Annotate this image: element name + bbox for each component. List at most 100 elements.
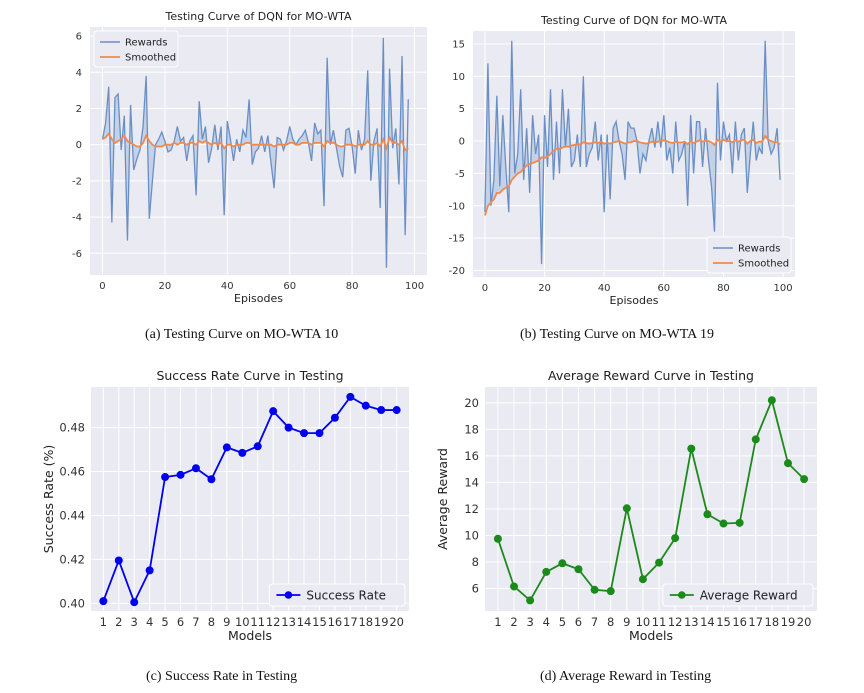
- rewards-point: [487, 63, 488, 64]
- smoothed-point: [553, 150, 554, 151]
- success-rate-point: [207, 475, 216, 484]
- success-rate-point: [130, 598, 139, 607]
- rewards-point: [720, 160, 721, 161]
- x-tick-label: 13: [684, 615, 699, 629]
- smoothed-point: [314, 142, 315, 143]
- rewards-point: [280, 139, 281, 140]
- x-tick-label: 1: [494, 615, 501, 629]
- rewards-point: [105, 122, 106, 123]
- rewards-point: [738, 160, 739, 161]
- rewards-point: [217, 150, 218, 151]
- smoothed-point: [669, 142, 670, 143]
- rewards-point: [246, 137, 247, 138]
- rewards-point: [136, 159, 137, 160]
- y-tick-label: 16: [464, 449, 479, 463]
- rewards-point: [702, 166, 703, 167]
- rewards-point: [311, 160, 312, 161]
- rewards-point: [532, 115, 533, 116]
- smoothed-point: [613, 142, 614, 143]
- rewards-point: [657, 121, 658, 122]
- smoothed-point: [186, 144, 187, 145]
- rewards-point: [124, 115, 125, 116]
- rewards-point: [264, 151, 265, 152]
- smoothed-point: [392, 142, 393, 143]
- rewards-point: [183, 137, 184, 138]
- rewards-point: [780, 179, 781, 180]
- smoothed-point: [648, 142, 649, 143]
- rewards-point: [161, 131, 162, 132]
- x-tick-label: 15: [312, 615, 327, 629]
- chart-title: Testing Curve of DQN for MO-WTA: [540, 14, 727, 27]
- rewards-point: [607, 134, 608, 135]
- x-tick-label: 2: [510, 615, 517, 629]
- smoothed-point: [108, 133, 109, 134]
- rewards-point: [402, 55, 403, 56]
- rewards-point: [622, 154, 623, 155]
- smoothed-point: [583, 142, 584, 143]
- x-tick-label: 20: [797, 615, 812, 629]
- rewards-point: [595, 121, 596, 122]
- smoothed-point: [333, 142, 334, 143]
- rewards-point: [505, 166, 506, 167]
- rewards-point: [236, 139, 237, 140]
- rewards-point: [681, 154, 682, 155]
- y-tick-label: -15: [449, 234, 465, 245]
- average-reward-point: [687, 444, 696, 453]
- average-reward-point: [703, 510, 712, 519]
- smoothed-point: [389, 137, 390, 138]
- x-tick-label: 80: [717, 283, 730, 294]
- x-tick-label: 15: [716, 615, 731, 629]
- x-tick-label: 0: [482, 283, 488, 294]
- rewards-point: [514, 173, 515, 174]
- rewards-point: [211, 148, 212, 149]
- rewards-point: [289, 126, 290, 127]
- smoothed-point: [580, 144, 581, 145]
- smoothed-point: [523, 168, 524, 169]
- rewards-point: [553, 179, 554, 180]
- y-tick-label: 0.48: [59, 421, 85, 435]
- y-tick-label: -4: [72, 213, 82, 224]
- rewards-point: [314, 122, 315, 123]
- average-reward-point: [558, 559, 567, 568]
- rewards-point: [654, 147, 655, 148]
- smoothed-point: [249, 142, 250, 143]
- rewards-point: [747, 192, 748, 193]
- success-rate-point: [99, 597, 108, 606]
- smoothed-point: [595, 142, 596, 143]
- smoothed-point: [625, 143, 626, 144]
- y-axis-label: Average Reward: [435, 448, 450, 550]
- average-reward-point: [767, 396, 776, 405]
- rewards-point: [205, 126, 206, 127]
- y-tick-label: 10: [464, 528, 479, 542]
- smoothed-point: [118, 141, 119, 142]
- rewards-point: [613, 128, 614, 129]
- smoothed-point: [352, 144, 353, 145]
- smoothed-point: [538, 160, 539, 161]
- rewards-point: [152, 180, 153, 181]
- smoothed-point: [302, 142, 303, 143]
- legend-box: [268, 583, 406, 607]
- rewards-point: [541, 264, 542, 265]
- x-tick-label: 0: [99, 281, 105, 292]
- x-tick-label: 14: [700, 615, 715, 629]
- smoothed-point: [355, 146, 356, 147]
- smoothed-point: [361, 144, 362, 145]
- smoothed-point: [571, 145, 572, 146]
- success-rate-point: [392, 406, 401, 415]
- smoothed-point: [164, 144, 165, 145]
- average-reward-point: [510, 582, 519, 591]
- rewards-point: [320, 130, 321, 131]
- smoothed-point: [750, 141, 751, 142]
- rewards-point: [538, 134, 539, 135]
- success-rate-point: [300, 429, 309, 438]
- rewards-point: [252, 164, 253, 165]
- y-tick-label: 6: [472, 581, 479, 595]
- smoothed-point: [634, 141, 635, 142]
- smoothed-point: [711, 142, 712, 143]
- rewards-point: [663, 115, 664, 116]
- smoothed-point: [502, 189, 503, 190]
- x-tick-label: 10: [636, 615, 651, 629]
- smoothed-point: [651, 141, 652, 142]
- rewards-point: [224, 215, 225, 216]
- rewards-point: [562, 89, 563, 90]
